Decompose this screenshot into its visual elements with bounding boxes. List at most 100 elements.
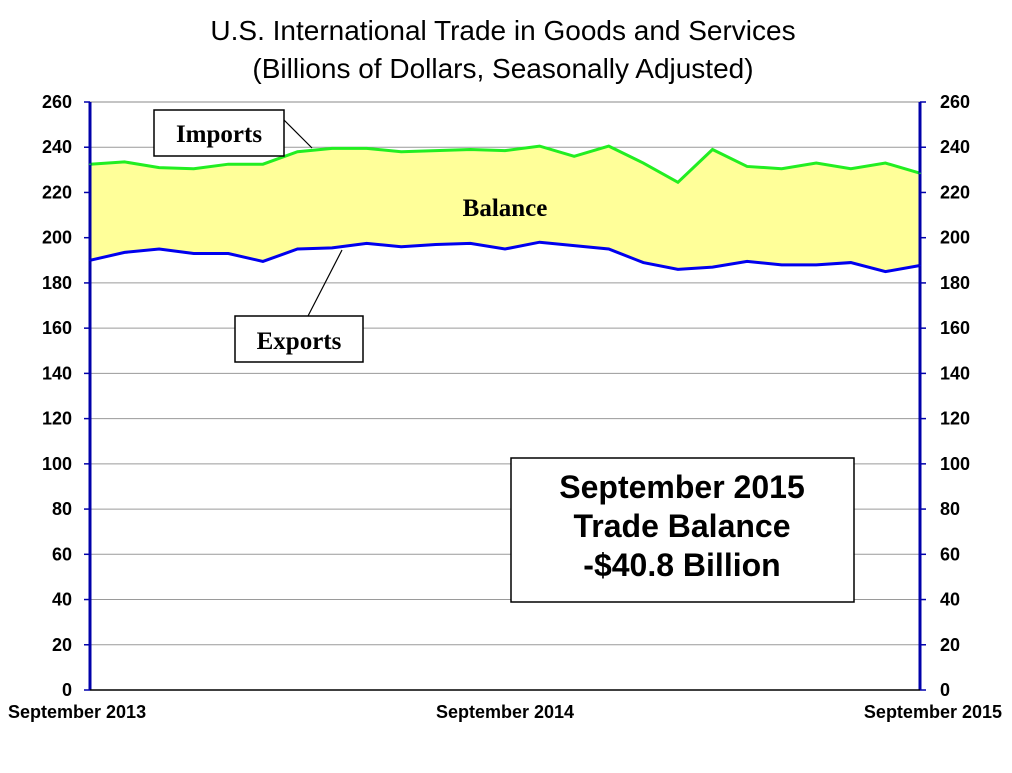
annotation-box	[510, 457, 855, 603]
exports-point	[884, 270, 887, 273]
exports-point	[262, 260, 264, 263]
exports-point	[89, 259, 91, 262]
exports-points	[89, 241, 921, 273]
imports-point	[607, 145, 610, 147]
exports-point	[711, 266, 714, 268]
exports-point	[469, 242, 472, 245]
y-tick-label-right: 240	[940, 137, 970, 157]
imports-point	[780, 167, 783, 170]
chart-subtitle: (Billions of Dollars, Seasonally Adjuste…	[252, 53, 753, 84]
balance-area	[90, 146, 920, 272]
balance-label: Balance	[463, 195, 548, 222]
imports-point	[746, 165, 748, 168]
y-tick-label-left: 60	[52, 544, 72, 564]
exports-point	[504, 248, 506, 250]
y-tick-label-left: 220	[42, 182, 72, 202]
y-tick-label-left: 40	[52, 590, 72, 610]
exports-point	[123, 251, 126, 254]
imports-point	[919, 172, 921, 175]
imports-point	[365, 147, 368, 150]
y-tick-label-right: 220	[940, 182, 970, 202]
x-tick-label: September 2015	[864, 702, 1002, 722]
imports-point	[435, 149, 437, 152]
exports-point	[227, 252, 230, 255]
imports-point	[711, 148, 714, 151]
exports-point	[192, 252, 195, 255]
imports-point	[677, 181, 679, 184]
y-tick-label-left: 260	[42, 92, 72, 112]
exports-point	[746, 260, 748, 263]
imports-point	[296, 150, 299, 153]
imports-point	[573, 155, 575, 158]
y-tick-label-left: 200	[42, 228, 72, 248]
exports-point	[365, 242, 368, 245]
exports-point	[607, 248, 610, 250]
imports-label: Imports	[176, 121, 262, 148]
exports-point	[435, 243, 437, 246]
exports-point	[331, 247, 333, 249]
y-tick-label-left: 140	[42, 363, 72, 383]
annotation-line-3: -$40.8 Billion	[583, 547, 780, 583]
y-tick-label-right: 20	[940, 635, 960, 655]
imports-point	[642, 162, 645, 164]
y-tick-label-right: 120	[940, 409, 970, 429]
imports-point	[123, 161, 126, 163]
imports-points	[89, 145, 921, 184]
annotation-line-1: September 2015	[559, 469, 804, 505]
y-tick-label-left: 100	[42, 454, 72, 474]
y-tick-label-left: 160	[42, 318, 72, 338]
imports-point	[884, 162, 887, 164]
exports-point	[677, 268, 679, 271]
y-tick-label-left: 120	[42, 409, 72, 429]
y-tick-label-right: 100	[940, 454, 970, 474]
imports-point	[331, 147, 333, 150]
y-tick-label-right: 160	[940, 318, 970, 338]
y-tick-label-right: 60	[940, 544, 960, 564]
exports-point	[780, 264, 783, 266]
imports-point	[815, 162, 818, 164]
imports-point	[400, 150, 403, 153]
y-tick-label-right: 40	[940, 590, 960, 610]
imports-point	[538, 145, 541, 147]
x-tick-label: September 2013	[8, 702, 146, 722]
exports-point	[158, 248, 160, 250]
chart-title: U.S. International Trade in Goods and Se…	[210, 15, 795, 46]
y-tick-label-left: 20	[52, 635, 72, 655]
exports-point	[296, 248, 299, 250]
exports-label: Exports	[257, 328, 342, 355]
imports-point	[192, 167, 195, 170]
y-tick-label-left: 180	[42, 273, 72, 293]
exports-point	[573, 244, 575, 247]
y-tick-label-right: 80	[940, 499, 960, 519]
imports-point	[89, 163, 91, 165]
y-tick-label-left: 240	[42, 137, 72, 157]
y-tick-label-right: 260	[940, 92, 970, 112]
imports-label-box	[153, 109, 285, 157]
x-ticks: September 2013 September 2014 September 20…	[8, 702, 1002, 722]
imports-point	[262, 163, 264, 165]
imports-point	[850, 167, 852, 170]
imports-point	[158, 166, 160, 169]
y-tick-label-left: 0	[62, 680, 72, 700]
y-tick-label-right: 200	[940, 228, 970, 248]
x-tick-label: September 2014	[436, 702, 574, 722]
imports-pointer	[283, 119, 313, 149]
annotation-line-2: Trade Balance	[574, 508, 791, 544]
exports-point	[538, 241, 541, 244]
y-tick-label-right: 0	[940, 680, 950, 700]
exports-point	[815, 264, 818, 266]
y-ticks-right: 0 20 40 60 80 100 120 140 160 180 200 220 240 260	[920, 92, 970, 700]
y-tick-label-right: 180	[940, 273, 970, 293]
exports-point	[919, 264, 921, 267]
exports-point	[400, 245, 403, 248]
y-ticks-left: 0 20 40 60 80 100 120 140 160 180 200 220 240 260	[42, 92, 90, 700]
imports-point	[227, 163, 230, 165]
exports-point	[642, 261, 645, 264]
exports-pointer	[307, 249, 343, 317]
y-tick-label-right: 140	[940, 363, 970, 383]
y-tick-label-left: 80	[52, 499, 72, 519]
exports-point	[850, 261, 852, 264]
exports-label-box	[234, 315, 364, 363]
imports-point	[469, 148, 472, 151]
